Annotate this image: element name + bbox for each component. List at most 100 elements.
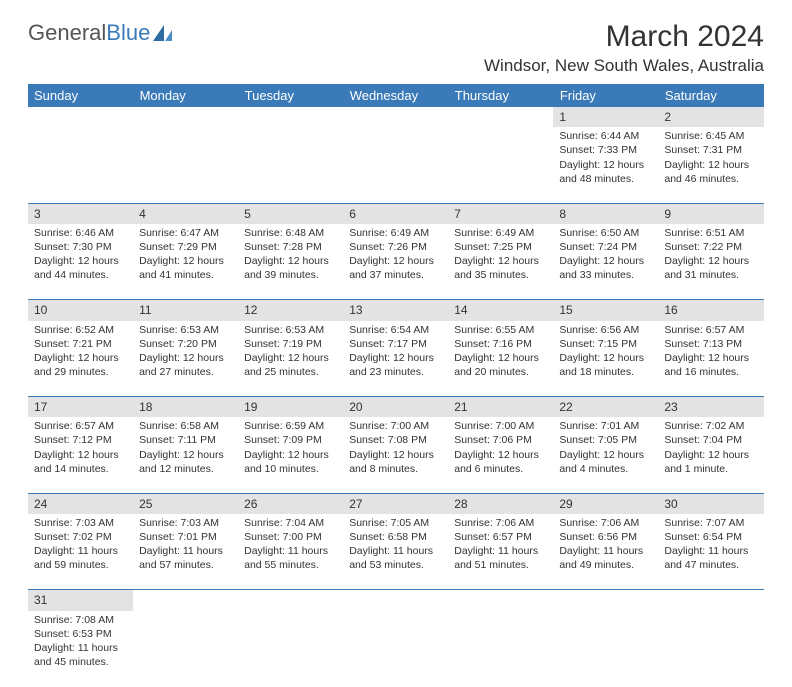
sunset-line: Sunset: 7:28 PM [244, 240, 337, 254]
sunset-line: Sunset: 7:25 PM [454, 240, 547, 254]
sunrise-line: Sunrise: 6:49 AM [454, 226, 547, 240]
daylight-line-1: Daylight: 11 hours [454, 544, 547, 558]
sunrise-line: Sunrise: 7:08 AM [34, 613, 127, 627]
daylight-line-2: and 46 minutes. [664, 172, 757, 186]
day-info-cell: Sunrise: 6:50 AMSunset: 7:24 PMDaylight:… [553, 224, 658, 300]
sunrise-line: Sunrise: 6:51 AM [664, 226, 757, 240]
day-info-cell: Sunrise: 7:00 AMSunset: 7:08 PMDaylight:… [343, 417, 448, 493]
daylight-line-1: Daylight: 12 hours [664, 158, 757, 172]
logo-sail-icon [152, 24, 174, 42]
day-number-cell: 22 [553, 397, 658, 418]
daylight-line-2: and 25 minutes. [244, 365, 337, 379]
daylight-line-2: and 18 minutes. [559, 365, 652, 379]
day-number-cell: 2 [658, 107, 763, 127]
daylight-line-1: Daylight: 11 hours [559, 544, 652, 558]
sunset-line: Sunset: 7:31 PM [664, 143, 757, 157]
daylight-line-1: Daylight: 12 hours [244, 254, 337, 268]
sunset-line: Sunset: 7:24 PM [559, 240, 652, 254]
day-info-cell: Sunrise: 7:05 AMSunset: 6:58 PMDaylight:… [343, 514, 448, 590]
day-info-row: Sunrise: 6:52 AMSunset: 7:21 PMDaylight:… [28, 321, 764, 397]
day-number-cell: 16 [658, 300, 763, 321]
sunset-line: Sunset: 7:12 PM [34, 433, 127, 447]
page-header: GeneralBlue March 2024 Windsor, New Sout… [28, 20, 764, 76]
daylight-line-1: Daylight: 11 hours [34, 544, 127, 558]
day-info-cell: Sunrise: 7:01 AMSunset: 7:05 PMDaylight:… [553, 417, 658, 493]
daylight-line-2: and 53 minutes. [349, 558, 442, 572]
daylight-line-1: Daylight: 12 hours [664, 351, 757, 365]
daylight-line-2: and 14 minutes. [34, 462, 127, 476]
sunrise-line: Sunrise: 6:52 AM [34, 323, 127, 337]
sunrise-line: Sunrise: 6:49 AM [349, 226, 442, 240]
day-number-cell: 31 [28, 590, 133, 611]
daylight-line-2: and 39 minutes. [244, 268, 337, 282]
day-number-cell: 23 [658, 397, 763, 418]
day-info-cell: Sunrise: 7:06 AMSunset: 6:57 PMDaylight:… [448, 514, 553, 590]
day-number-cell [238, 590, 343, 611]
sunset-line: Sunset: 7:15 PM [559, 337, 652, 351]
sunrise-line: Sunrise: 7:06 AM [454, 516, 547, 530]
daylight-line-2: and 55 minutes. [244, 558, 337, 572]
day-number-row: 12 [28, 107, 764, 127]
sunrise-line: Sunrise: 7:05 AM [349, 516, 442, 530]
daylight-line-1: Daylight: 12 hours [454, 351, 547, 365]
sunset-line: Sunset: 7:16 PM [454, 337, 547, 351]
sunrise-line: Sunrise: 6:55 AM [454, 323, 547, 337]
sunset-line: Sunset: 7:02 PM [34, 530, 127, 544]
day-number-cell: 20 [343, 397, 448, 418]
sunrise-line: Sunrise: 6:59 AM [244, 419, 337, 433]
sunset-line: Sunset: 7:26 PM [349, 240, 442, 254]
sunset-line: Sunset: 6:56 PM [559, 530, 652, 544]
day-info-cell: Sunrise: 6:57 AMSunset: 7:13 PMDaylight:… [658, 321, 763, 397]
sunrise-line: Sunrise: 7:02 AM [664, 419, 757, 433]
dow-wednesday: Wednesday [343, 84, 448, 107]
day-number-row: 3456789 [28, 203, 764, 224]
sunrise-line: Sunrise: 6:45 AM [664, 129, 757, 143]
day-info-cell: Sunrise: 7:08 AMSunset: 6:53 PMDaylight:… [28, 611, 133, 687]
day-info-cell: Sunrise: 6:52 AMSunset: 7:21 PMDaylight:… [28, 321, 133, 397]
day-info-cell [448, 127, 553, 203]
day-number-row: 10111213141516 [28, 300, 764, 321]
day-number-cell: 14 [448, 300, 553, 321]
daylight-line-1: Daylight: 12 hours [664, 254, 757, 268]
daylight-line-2: and 10 minutes. [244, 462, 337, 476]
sunset-line: Sunset: 7:33 PM [559, 143, 652, 157]
calendar-body: 12Sunrise: 6:44 AMSunset: 7:33 PMDayligh… [28, 107, 764, 687]
daylight-line-1: Daylight: 12 hours [559, 254, 652, 268]
day-info-cell: Sunrise: 6:57 AMSunset: 7:12 PMDaylight:… [28, 417, 133, 493]
day-number-cell [28, 107, 133, 127]
day-number-cell: 7 [448, 203, 553, 224]
daylight-line-1: Daylight: 12 hours [559, 351, 652, 365]
day-number-cell: 11 [133, 300, 238, 321]
day-info-row: Sunrise: 6:57 AMSunset: 7:12 PMDaylight:… [28, 417, 764, 493]
day-info-cell [343, 127, 448, 203]
calendar-table: Sunday Monday Tuesday Wednesday Thursday… [28, 84, 764, 687]
day-number-cell [448, 107, 553, 127]
sunset-line: Sunset: 7:29 PM [139, 240, 232, 254]
day-number-cell: 21 [448, 397, 553, 418]
day-number-row: 17181920212223 [28, 397, 764, 418]
sunset-line: Sunset: 7:01 PM [139, 530, 232, 544]
logo-text-1: General [28, 20, 106, 46]
dow-tuesday: Tuesday [238, 84, 343, 107]
daylight-line-2: and 35 minutes. [454, 268, 547, 282]
day-info-cell [553, 611, 658, 687]
daylight-line-1: Daylight: 12 hours [559, 158, 652, 172]
daylight-line-2: and 20 minutes. [454, 365, 547, 379]
sunset-line: Sunset: 7:17 PM [349, 337, 442, 351]
day-number-cell: 18 [133, 397, 238, 418]
dow-thursday: Thursday [448, 84, 553, 107]
day-number-cell: 26 [238, 493, 343, 514]
daylight-line-1: Daylight: 11 hours [139, 544, 232, 558]
day-number-cell: 19 [238, 397, 343, 418]
sunrise-line: Sunrise: 6:57 AM [664, 323, 757, 337]
sunrise-line: Sunrise: 6:50 AM [559, 226, 652, 240]
day-number-cell [448, 590, 553, 611]
day-number-cell: 29 [553, 493, 658, 514]
sunset-line: Sunset: 7:22 PM [664, 240, 757, 254]
location-text: Windsor, New South Wales, Australia [484, 56, 764, 76]
sunrise-line: Sunrise: 7:03 AM [34, 516, 127, 530]
day-info-cell [658, 611, 763, 687]
sunset-line: Sunset: 7:06 PM [454, 433, 547, 447]
day-info-cell: Sunrise: 7:02 AMSunset: 7:04 PMDaylight:… [658, 417, 763, 493]
daylight-line-2: and 33 minutes. [559, 268, 652, 282]
